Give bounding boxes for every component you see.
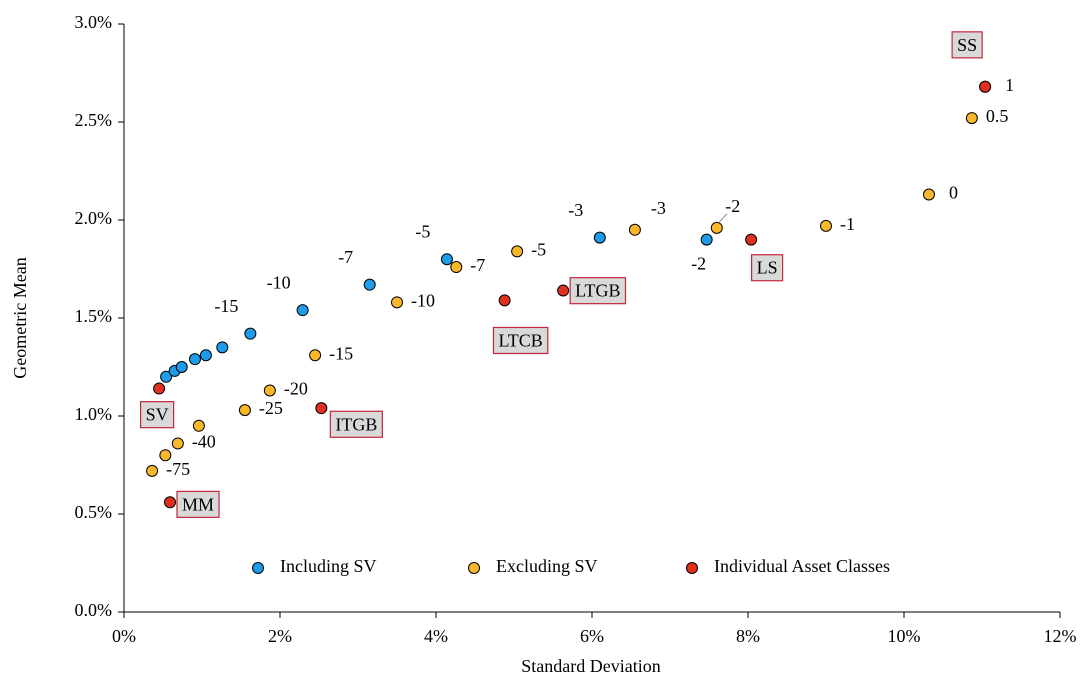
point	[511, 245, 524, 258]
point	[160, 370, 173, 383]
point	[192, 419, 205, 432]
point	[171, 437, 184, 450]
point-label: -3	[568, 200, 583, 220]
y-tick-label: 2.0%	[75, 208, 113, 228]
point	[315, 402, 328, 415]
x-tick-label: 10%	[888, 626, 921, 646]
point	[159, 449, 172, 462]
asset-label-box	[329, 410, 383, 438]
asset-label-box	[139, 401, 175, 429]
point-label: -40	[192, 432, 216, 452]
point-label: -10	[267, 272, 291, 292]
point	[363, 278, 376, 291]
point-label: -1	[840, 214, 855, 234]
point-label: -10	[411, 290, 435, 310]
legend-label: Individual Asset Classes	[714, 556, 890, 576]
leader-line	[718, 213, 728, 224]
point-label: -3	[651, 198, 666, 218]
point-label: -20	[284, 379, 308, 399]
point-label: 0.5	[986, 106, 1009, 126]
point	[153, 382, 166, 395]
point	[745, 233, 758, 246]
y-tick-label: 0.5%	[75, 502, 113, 522]
asset-label: ITGB	[335, 414, 377, 434]
x-tick-label: 6%	[580, 626, 604, 646]
x-axis-title: Standard Deviation	[521, 656, 660, 676]
y-tick-label: 1.0%	[75, 404, 113, 424]
point	[700, 233, 713, 246]
point	[628, 223, 641, 236]
point	[593, 231, 606, 244]
point	[244, 327, 257, 340]
legend-label: Including SV	[280, 556, 377, 576]
asset-label-box	[569, 277, 627, 305]
point	[450, 261, 463, 274]
point	[188, 353, 201, 366]
point	[175, 361, 188, 373]
point-label: -7	[470, 255, 485, 275]
asset-label: SV	[146, 405, 169, 425]
y-tick-label: 0.0%	[75, 600, 113, 620]
legend-marker	[686, 562, 698, 574]
point	[979, 80, 992, 93]
point	[710, 221, 723, 234]
point	[309, 349, 322, 362]
point	[922, 188, 935, 201]
point	[296, 304, 309, 317]
asset-label: SS	[957, 35, 977, 55]
x-tick-label: 12%	[1044, 626, 1077, 646]
x-tick-label: 8%	[736, 626, 760, 646]
point	[498, 294, 511, 307]
y-tick-label: 2.5%	[75, 110, 113, 130]
point	[146, 464, 159, 477]
asset-label-box	[492, 326, 549, 355]
y-axis-title: Geometric Mean	[10, 257, 30, 378]
point-label: -7	[338, 247, 353, 267]
asset-label-box	[951, 31, 983, 59]
point-label: -2	[691, 254, 706, 274]
point	[820, 219, 832, 232]
point-label: -5	[415, 221, 430, 241]
point	[216, 341, 229, 354]
point-label: 0	[949, 183, 958, 203]
point	[238, 404, 251, 417]
point	[199, 349, 212, 362]
asset-label-box	[176, 490, 220, 518]
asset-label: MM	[182, 494, 214, 514]
legend-marker	[252, 562, 264, 574]
x-tick-label: 4%	[424, 626, 448, 646]
point	[164, 496, 177, 509]
point	[965, 112, 978, 125]
point-label: -15	[214, 296, 238, 316]
legend-marker	[468, 562, 480, 574]
point-label: -75	[166, 459, 190, 479]
asset-label-box	[751, 254, 784, 282]
asset-label: LTCB	[498, 330, 542, 350]
x-tick-label: 0%	[112, 626, 136, 646]
x-tick-label: 2%	[268, 626, 292, 646]
point	[263, 384, 276, 397]
point-label: 1	[1005, 75, 1014, 95]
point	[391, 296, 403, 309]
legend-label: Excluding SV	[496, 556, 598, 576]
asset-label: LS	[757, 258, 778, 278]
y-tick-label: 1.5%	[75, 306, 113, 326]
point-label: -15	[329, 343, 353, 363]
point-label: -5	[531, 239, 546, 259]
point-label: -2	[725, 196, 740, 216]
asset-label: LTGB	[575, 281, 620, 301]
point	[440, 253, 453, 266]
point-label: -25	[259, 398, 283, 418]
point	[557, 284, 570, 297]
y-tick-label: 3.0%	[75, 12, 113, 32]
